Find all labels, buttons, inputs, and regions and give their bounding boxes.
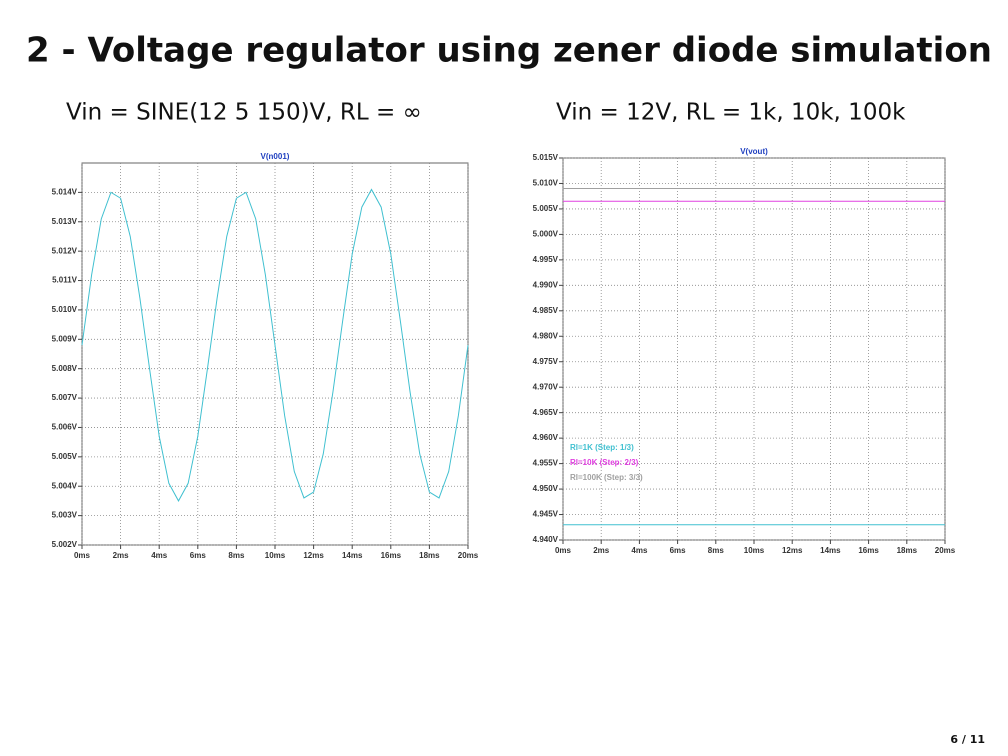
y-tick-label: 5.012V <box>52 246 78 255</box>
series-line <box>81 188 469 502</box>
caption: Vin = SINE(12 5 150)V, RL = ∞ <box>66 100 422 126</box>
caption: Vin = 12V, RL = 1k, 10k, 100k <box>556 100 906 126</box>
y-tick-label: 5.007V <box>52 393 78 402</box>
x-tick-label: 2ms <box>113 551 130 560</box>
y-tick-label: 4.985V <box>533 306 559 315</box>
chart-title: V(vout) <box>740 147 768 156</box>
slide-title: 2 - Voltage regulator using zener diode … <box>26 31 992 71</box>
y-tick-label: 5.000V <box>533 230 559 239</box>
x-tick-label: 16ms <box>381 551 402 560</box>
y-tick-label: 5.009V <box>52 334 78 343</box>
x-tick-label: 16ms <box>858 546 879 555</box>
y-tick-label: 5.005V <box>533 204 559 213</box>
y-tick-label: 4.975V <box>533 357 559 366</box>
y-tick-label: 5.014V <box>52 187 78 196</box>
y-tick-label: 5.013V <box>52 217 78 226</box>
y-tick-label: 4.990V <box>533 280 559 289</box>
legend-entry: Rl=1K (Step: 1/3) <box>570 443 634 452</box>
x-tick-label: 0ms <box>555 546 572 555</box>
y-tick-label: 5.008V <box>52 364 78 373</box>
x-tick-label: 6ms <box>670 546 687 555</box>
legend-entry: Rl=100K (Step: 3/3) <box>570 473 643 482</box>
x-tick-label: 4ms <box>151 551 168 560</box>
y-tick-label: 4.965V <box>533 408 559 417</box>
y-tick-label: 5.010V <box>533 179 559 188</box>
x-tick-label: 2ms <box>593 546 610 555</box>
y-tick-label: 5.006V <box>52 423 78 432</box>
x-tick-label: 18ms <box>419 551 440 560</box>
y-tick-label: 5.004V <box>52 481 78 490</box>
x-tick-label: 8ms <box>708 546 725 555</box>
y-tick-label: 5.015V <box>533 153 559 162</box>
x-tick-label: 0ms <box>74 551 91 560</box>
y-tick-label: 4.950V <box>533 484 559 493</box>
x-tick-label: 12ms <box>782 546 803 555</box>
x-tick-label: 14ms <box>820 546 841 555</box>
y-tick-label: 4.940V <box>533 535 559 544</box>
legend-entry: Rl=10K (Step: 2/3) <box>570 458 639 467</box>
y-tick-label: 5.002V <box>52 540 78 549</box>
y-tick-label: 4.970V <box>533 382 559 391</box>
x-tick-label: 20ms <box>458 551 479 560</box>
x-tick-label: 18ms <box>897 546 918 555</box>
x-tick-label: 8ms <box>228 551 245 560</box>
y-tick-label: 4.955V <box>533 459 559 468</box>
page-number: 6 / 11 <box>950 733 985 746</box>
y-tick-label: 4.960V <box>533 433 559 442</box>
y-tick-label: 5.005V <box>52 452 78 461</box>
y-tick-label: 4.980V <box>533 331 559 340</box>
y-tick-label: 5.011V <box>52 276 78 285</box>
x-tick-label: 14ms <box>342 551 363 560</box>
chart-title: V(n001) <box>261 152 290 161</box>
x-tick-label: 6ms <box>190 551 207 560</box>
x-tick-label: 10ms <box>744 546 765 555</box>
x-tick-label: 20ms <box>935 546 956 555</box>
y-tick-label: 4.995V <box>533 255 559 264</box>
y-tick-label: 4.945V <box>533 510 559 519</box>
y-tick-label: 5.010V <box>52 305 78 314</box>
y-tick-label: 5.003V <box>52 511 78 520</box>
x-tick-label: 10ms <box>265 551 286 560</box>
x-tick-label: 12ms <box>303 551 324 560</box>
x-tick-label: 4ms <box>631 546 648 555</box>
